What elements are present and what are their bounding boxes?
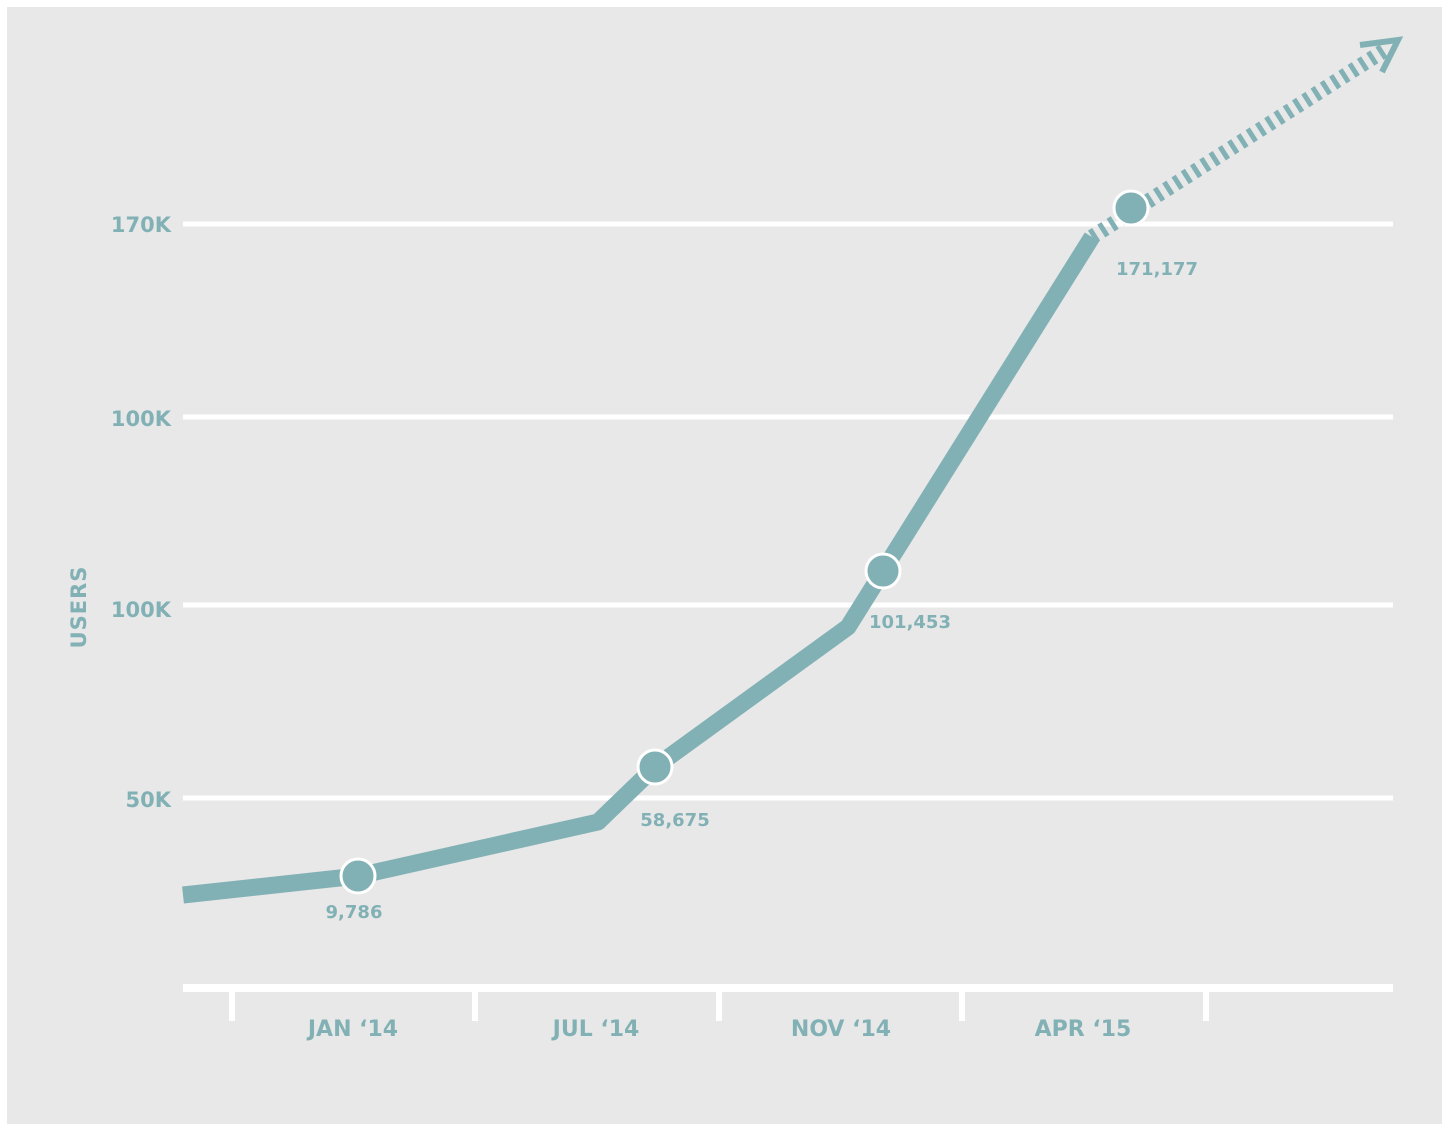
y-tick-label: 100K [111, 598, 172, 622]
y-axis-label: USERS [67, 566, 91, 649]
x-tick-label: JAN ‘14 [306, 1017, 398, 1042]
x-tick-label: JUL ‘14 [551, 1017, 640, 1042]
x-axis-tick-labels: JAN ‘14 JUL ‘14 NOV ‘14 APR ‘15 [306, 1017, 1132, 1042]
data-labels: 9,786 58,675 101,453 171,177 [326, 259, 1198, 923]
data-label: 9,786 [326, 902, 383, 923]
data-point [339, 857, 377, 895]
chart-panel [7, 7, 1442, 1124]
x-tick-label: NOV ‘14 [791, 1017, 891, 1042]
data-points [339, 189, 1150, 895]
data-label: 58,675 [640, 810, 709, 831]
data-point [864, 552, 902, 590]
gridlines [183, 221, 1393, 992]
data-label: 171,177 [1116, 259, 1198, 280]
x-axis-tick-marks [229, 988, 1209, 1021]
trend-arrowhead [1359, 36, 1404, 74]
y-tick-label: 100K [111, 407, 172, 431]
data-point [1112, 189, 1150, 227]
data-point [636, 748, 674, 786]
data-label: 101,453 [869, 612, 951, 633]
y-tick-label: 170K [111, 213, 172, 237]
x-tick-label: APR ‘15 [1035, 1017, 1132, 1042]
y-tick-label: 50K [126, 788, 172, 812]
y-axis-tick-labels: 170K 100K 100K 50K [111, 213, 172, 812]
